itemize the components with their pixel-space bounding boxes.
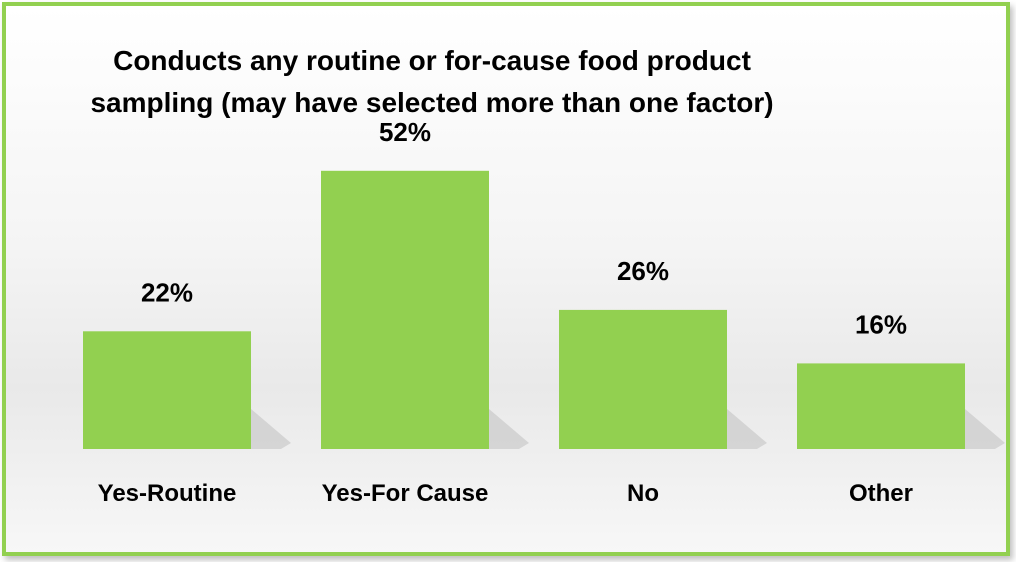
chart-title-line-2: sampling (may have selected more than on…: [90, 87, 773, 118]
bar-shadow-yes-routine: [251, 409, 291, 449]
bar-shadows: [251, 409, 1005, 449]
chart-frame: [2, 2, 1010, 556]
bar-no: [559, 309, 727, 449]
value-labels: 22% 52% 26% 16%: [141, 117, 907, 340]
value-label-other: 16%: [855, 309, 907, 339]
bar-other: [797, 363, 965, 449]
value-label-yes-routine: 22%: [141, 277, 193, 307]
chart-title-line-1: Conducts any routine or for-cause food p…: [113, 45, 751, 76]
category-label-no: No: [627, 480, 659, 507]
bar-yes-routine: [83, 331, 251, 449]
bar-shadow-other: [965, 409, 1005, 449]
value-label-yes-for-cause: 52%: [379, 117, 431, 147]
category-label-yes-routine: Yes-Routine: [98, 480, 237, 507]
bars: [83, 170, 965, 450]
bar-yes-for-cause: [321, 170, 489, 450]
category-label-yes-for-cause: Yes-For Cause: [322, 480, 489, 507]
bar-shadow-yes-for-cause: [489, 409, 529, 449]
value-label-no: 26%: [617, 256, 669, 286]
bar-shadow-no: [727, 409, 767, 449]
category-labels: Yes-Routine Yes-For Cause No Other: [98, 480, 913, 507]
category-label-other: Other: [849, 480, 913, 507]
